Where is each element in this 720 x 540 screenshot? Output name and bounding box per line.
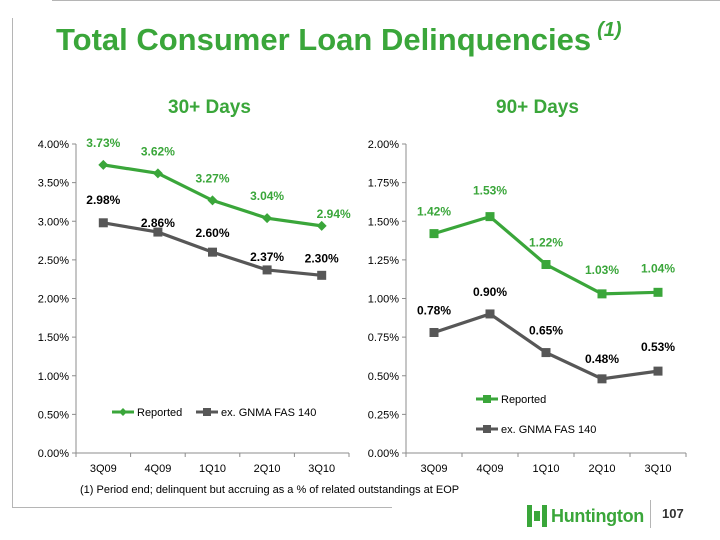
chart2-y-tick-label: 0.00% bbox=[368, 448, 399, 460]
chart2-y-tick-label: 0.75% bbox=[368, 332, 399, 344]
chart2-x-tick-label: 3Q10 bbox=[645, 463, 672, 475]
chart2-y-tick-label: 2.00% bbox=[368, 139, 399, 151]
chart2-point-ex-gnma bbox=[541, 348, 551, 358]
chart2-y-tick-label: 1.75% bbox=[368, 178, 399, 190]
chart1-point-ex-gnma bbox=[98, 218, 108, 228]
chart2-point-reported bbox=[653, 287, 663, 297]
chart1-y-tick-label: 0.50% bbox=[38, 409, 69, 421]
chart1-point-reported bbox=[152, 168, 163, 179]
page-title: Total Consumer Loan Delinquencies (1) bbox=[56, 19, 622, 58]
chart2-point-reported bbox=[429, 229, 439, 239]
chart2-point-reported bbox=[485, 212, 495, 222]
chart1-data-label-ex-gnma: 2.30% bbox=[305, 251, 339, 265]
title-footnote-ref: (1) bbox=[597, 19, 622, 41]
chart2-data-label-ex-gnma: 0.48% bbox=[585, 352, 619, 366]
chart2-x-tick-label: 1Q10 bbox=[533, 463, 560, 475]
chart2-data-label-reported: 1.03% bbox=[585, 263, 619, 277]
chart1-data-label-reported: 3.73% bbox=[86, 136, 120, 150]
chart-title-30-days: 30+ Days bbox=[168, 97, 251, 118]
chart1-x-tick-label: 2Q10 bbox=[254, 463, 281, 475]
chart1-y-tick-label: 1.50% bbox=[38, 332, 69, 344]
chart2-legend-label: ex. GNMA FAS 140 bbox=[501, 424, 596, 436]
chart2-legend-swatch-marker bbox=[483, 395, 491, 403]
chart1-point-ex-gnma bbox=[208, 247, 217, 257]
chart2-data-label-reported: 1.04% bbox=[641, 261, 675, 275]
chart2-data-label-reported: 1.22% bbox=[529, 236, 563, 250]
chart1-y-tick-label: 1.00% bbox=[38, 371, 69, 383]
chart1-point-reported bbox=[98, 159, 109, 170]
chart2-series-line-reported bbox=[433, 214, 659, 296]
chart2-point-ex-gnma bbox=[653, 366, 663, 376]
chart1-data-label-ex-gnma: 2.37% bbox=[250, 250, 284, 264]
chart1-point-ex-gnma bbox=[262, 265, 272, 275]
chart1-data-label-reported: 3.04% bbox=[250, 189, 284, 203]
chart2-point-ex-gnma bbox=[429, 327, 439, 337]
chart1-data-label-reported: 3.27% bbox=[195, 171, 229, 185]
chart2-y-tick-label: 1.25% bbox=[368, 255, 399, 267]
chart1-data-label-ex-gnma: 2.86% bbox=[141, 216, 175, 230]
chart1-point-ex-gnma bbox=[153, 227, 163, 237]
chart2-point-reported bbox=[597, 289, 607, 299]
frame-bottom-line bbox=[12, 507, 392, 508]
chart2-data-label-ex-gnma: 0.90% bbox=[473, 285, 507, 299]
chart1-legend-swatch-marker bbox=[203, 408, 211, 416]
chart1-x-tick-label: 3Q10 bbox=[308, 463, 335, 475]
chart1-y-tick-label: 3.00% bbox=[38, 216, 69, 228]
logo-divider bbox=[650, 500, 651, 528]
chart2-x-tick-label: 2Q10 bbox=[589, 463, 616, 475]
chart2-x-tick-label: 3Q09 bbox=[421, 463, 448, 475]
chart2-legend-label: Reported bbox=[501, 394, 546, 406]
page-number: 107 bbox=[662, 506, 684, 521]
chart2-point-ex-gnma bbox=[485, 309, 495, 319]
chart1-point-ex-gnma bbox=[317, 270, 327, 280]
chart1-point-reported bbox=[262, 213, 273, 224]
huntington-logo-icon bbox=[527, 505, 547, 527]
chart2-data-label-ex-gnma: 0.65% bbox=[529, 324, 563, 338]
chart1-y-tick-label: 2.00% bbox=[38, 294, 69, 306]
chart2-data-label-reported: 1.42% bbox=[417, 205, 451, 219]
chart1-data-label-ex-gnma: 2.60% bbox=[195, 226, 229, 240]
chart2-point-ex-gnma bbox=[597, 374, 607, 384]
chart2-data-label-reported: 1.53% bbox=[473, 184, 507, 198]
frame-top-line bbox=[52, 0, 720, 1]
chart1-y-tick-label: 4.00% bbox=[38, 139, 69, 151]
chart2-y-tick-label: 0.50% bbox=[368, 371, 399, 383]
chart2-data-label-ex-gnma: 0.78% bbox=[417, 303, 451, 317]
frame-left-line bbox=[12, 18, 13, 508]
huntington-logo: Huntington bbox=[527, 503, 644, 529]
chart1-y-tick-label: 0.00% bbox=[38, 448, 69, 460]
chart2-data-label-ex-gnma: 0.53% bbox=[641, 340, 675, 354]
chart2-x-tick-label: 4Q09 bbox=[477, 463, 504, 475]
chart1-x-tick-label: 3Q09 bbox=[90, 463, 117, 475]
chart1-legend-label: Reported bbox=[137, 407, 182, 419]
chart1-legend-label: ex. GNMA FAS 140 bbox=[221, 407, 316, 419]
chart2-y-tick-label: 0.25% bbox=[368, 409, 399, 421]
page-title-text: Total Consumer Loan Delinquencies bbox=[56, 22, 592, 57]
chart1-y-tick-label: 3.50% bbox=[38, 178, 69, 190]
chart2-point-reported bbox=[541, 260, 551, 270]
chart1-data-label-reported: 3.62% bbox=[141, 144, 175, 158]
chart1-legend-swatch-marker bbox=[119, 408, 127, 416]
chart-title-90-days: 90+ Days bbox=[496, 97, 579, 118]
chart1-point-reported bbox=[207, 195, 218, 206]
chart1-y-tick-label: 2.50% bbox=[38, 255, 69, 267]
chart1-data-label-reported: 2.94% bbox=[317, 207, 351, 221]
chart2-legend-swatch-marker bbox=[483, 425, 491, 433]
huntington-logo-text: Huntington bbox=[551, 505, 644, 526]
chart1-data-label-ex-gnma: 2.98% bbox=[86, 193, 120, 207]
chart1-x-tick-label: 1Q10 bbox=[199, 463, 226, 475]
chart2-y-tick-label: 1.50% bbox=[368, 216, 399, 228]
chart1-x-tick-label: 4Q09 bbox=[144, 463, 171, 475]
chart1-point-reported bbox=[316, 220, 327, 231]
chart2-y-tick-label: 1.00% bbox=[368, 294, 399, 306]
footnote: (1) Period end; delinquent but accruing … bbox=[80, 484, 460, 496]
